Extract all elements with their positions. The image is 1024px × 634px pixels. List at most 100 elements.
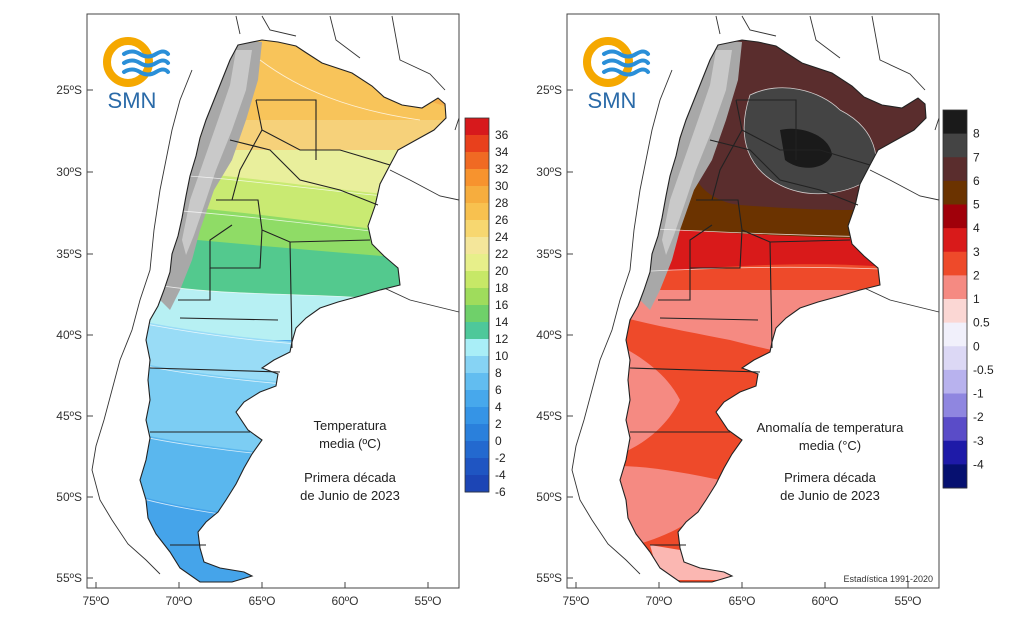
legend-swatch	[465, 254, 489, 272]
legend-label: 6	[973, 174, 980, 188]
lon-label: 60ºO	[811, 594, 838, 608]
legend-swatch	[465, 237, 489, 255]
legend-swatch	[465, 475, 489, 493]
legend-label: 2	[973, 268, 980, 282]
lon-label: 75ºO	[562, 594, 589, 608]
left-period-line2: de Junio de 2023	[300, 488, 400, 503]
legend-label: 26	[495, 213, 509, 227]
legend-label: 4	[973, 221, 980, 235]
legend-swatch	[465, 458, 489, 476]
left-lon-axis: 75ºO 70ºO 65ºO 60ºO 55ºO	[82, 582, 442, 608]
right-period-line1: Primera década	[784, 470, 877, 485]
legend-label: 12	[495, 332, 509, 346]
province-borders	[629, 99, 871, 546]
legend-label: 22	[495, 247, 509, 261]
legend-label: 0.5	[973, 316, 990, 330]
smn-logo: SMN	[583, 37, 650, 113]
left-title-line2: media (ºC)	[319, 436, 381, 451]
legend-swatch	[465, 305, 489, 323]
legend-swatch	[465, 169, 489, 187]
lon-label: 55ºO	[894, 594, 921, 608]
legend-label: 0	[495, 434, 502, 448]
smn-logo-text: SMN	[588, 88, 637, 113]
legend-swatch	[465, 356, 489, 374]
legend-swatch	[943, 110, 967, 135]
smn-logo: SMN	[103, 37, 170, 113]
legend-label: 34	[495, 145, 509, 159]
legend-swatch	[465, 186, 489, 204]
legend-swatch	[465, 390, 489, 408]
neighbour-borders	[91, 15, 460, 575]
legend-swatch	[465, 288, 489, 306]
legend-swatch	[943, 369, 967, 394]
legend-swatch	[943, 275, 967, 300]
lat-label: 50ºS	[536, 490, 562, 504]
right-lon-axis: 75ºO 70ºO 65ºO 60ºO 55ºO	[562, 582, 922, 608]
legend-swatch	[465, 271, 489, 289]
right-legend: 8 7 6 5 4 3 2 1 0.5 0 -0.5 -1 -2 -3 -4	[942, 109, 994, 489]
lat-label: 30ºS	[536, 165, 562, 179]
lat-label: 25ºS	[536, 83, 562, 97]
legend-label: 36	[495, 128, 509, 142]
lon-label: 65ºO	[728, 594, 755, 608]
legend-label: 32	[495, 162, 509, 176]
lon-label: 75ºO	[82, 594, 109, 608]
legend-label: 4	[495, 400, 502, 414]
legend-swatch	[465, 152, 489, 170]
left-lat-axis: 25ºS 30ºS 35ºS 40ºS 45ºS 50ºS 55ºS	[56, 83, 93, 585]
right-map-panel: 25ºS 30ºS 35ºS 40ºS 45ºS 50ºS 55ºS 75ºO …	[536, 13, 940, 608]
right-period-line2: de Junio de 2023	[780, 488, 880, 503]
legend-swatch	[943, 322, 967, 347]
legend-swatch	[943, 228, 967, 253]
neighbour-borders	[571, 15, 940, 575]
legend-label: -4	[495, 468, 506, 482]
legend-swatch	[943, 204, 967, 229]
legend-swatch	[943, 346, 967, 371]
legend-label: -1	[973, 387, 984, 401]
waves-icon	[122, 49, 170, 77]
lat-label: 55ºS	[56, 571, 82, 585]
legend-label: 20	[495, 264, 509, 278]
left-legend-frame	[464, 117, 490, 493]
lat-label: 45ºS	[536, 409, 562, 423]
legend-swatch	[465, 322, 489, 340]
legend-label: 0	[973, 339, 980, 353]
legend-label: 7	[973, 150, 980, 164]
right-title-line2: media (°C)	[799, 438, 861, 453]
lat-label: 40ºS	[536, 328, 562, 342]
legend-label: 16	[495, 298, 509, 312]
legend-swatch	[465, 424, 489, 442]
lat-label: 35ºS	[56, 247, 82, 261]
legend-label: -2	[495, 451, 506, 465]
legend-swatch	[465, 203, 489, 221]
lon-label: 70ºO	[165, 594, 192, 608]
legend-swatch	[465, 339, 489, 357]
legend-swatch	[943, 180, 967, 205]
legend-swatch	[943, 133, 967, 158]
legend-swatch	[943, 157, 967, 182]
legend-label: -3	[973, 434, 984, 448]
smn-logo-text: SMN	[108, 88, 157, 113]
lat-label: 35ºS	[536, 247, 562, 261]
right-lat-axis: 25ºS 30ºS 35ºS 40ºS 45ºS 50ºS 55ºS	[536, 83, 573, 585]
legend-swatch	[943, 393, 967, 418]
legend-swatch	[465, 373, 489, 391]
lon-label: 70ºO	[645, 594, 672, 608]
waves-icon	[602, 49, 650, 77]
legend-label: 2	[495, 417, 502, 431]
legend-label: -2	[973, 410, 984, 424]
legend-label: 18	[495, 281, 509, 295]
legend-swatch	[943, 299, 967, 324]
lat-label: 40ºS	[56, 328, 82, 342]
lon-label: 60ºO	[331, 594, 358, 608]
legend-swatch	[943, 464, 967, 489]
sun-icon	[583, 37, 633, 87]
legend-label: 8	[495, 366, 502, 380]
legend-swatch	[943, 251, 967, 276]
legend-swatch	[465, 407, 489, 425]
left-period-line1: Primera década	[304, 470, 397, 485]
lat-label: 55ºS	[536, 571, 562, 585]
lat-label: 30ºS	[56, 165, 82, 179]
legend-swatch	[943, 440, 967, 465]
